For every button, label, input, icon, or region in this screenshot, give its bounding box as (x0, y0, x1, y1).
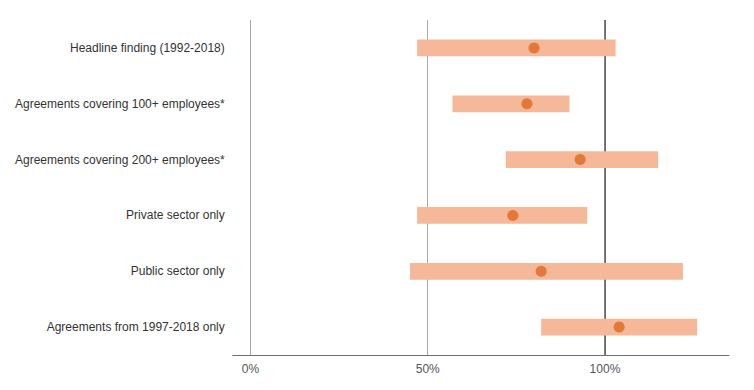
svg-text:50%: 50% (416, 362, 440, 376)
svg-text:Agreements covering 100+ emplo: Agreements covering 100+ employees* (15, 97, 225, 111)
svg-text:Public sector only: Public sector only (131, 264, 225, 278)
svg-text:Private sector only: Private sector only (126, 208, 225, 222)
svg-text:100%: 100% (590, 362, 621, 376)
svg-text:Agreements covering 200+ emplo: Agreements covering 200+ employees* (15, 153, 225, 167)
svg-text:Agreements from 1997-2018 only: Agreements from 1997-2018 only (47, 320, 225, 334)
svg-text:Headline finding (1992-2018): Headline finding (1992-2018) (70, 41, 225, 55)
svg-text:0%: 0% (242, 362, 260, 376)
